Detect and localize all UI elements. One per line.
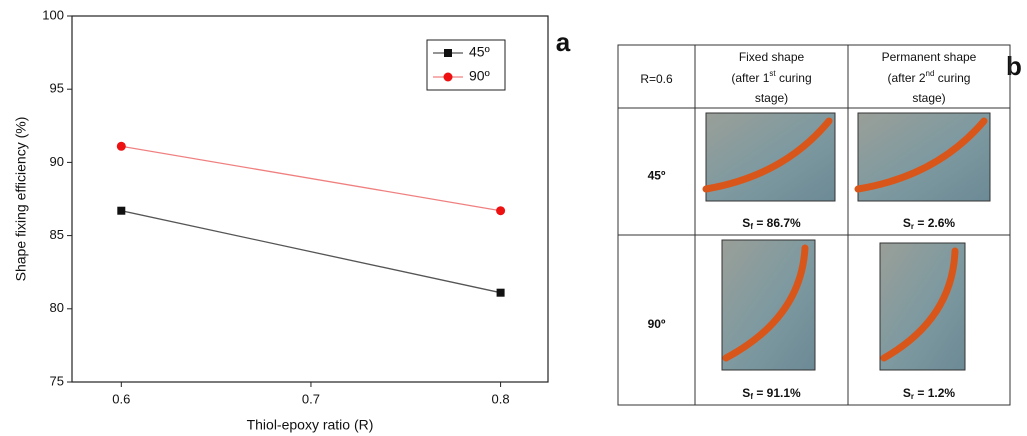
text-part: S [903,386,911,400]
photo-sample [880,247,959,362]
x-tick-label: 0.8 [492,391,510,406]
x-tick-label: 0.6 [112,391,130,406]
photo-sample [722,244,809,362]
superscript: nd [926,69,935,78]
text-part: = 1.2% [914,386,955,400]
caption: Sr = 1.2% [903,386,955,401]
photo-sample [702,117,833,193]
marker [117,206,126,215]
column-subtitle: (after 1st curing [731,69,811,85]
table-frame [617,44,1011,406]
text-part: (after 1 [731,71,769,85]
legend-marker [443,72,453,82]
marker [116,141,126,151]
photo-sample [854,117,988,193]
row-label: 45º [648,169,666,183]
legend-label: 90º [469,68,490,84]
text-part: = 2.6% [914,216,955,230]
subscript: f [750,392,753,401]
y-axis-label: Shape fixing efficiency (%) [13,117,29,282]
series-line [121,145,501,212]
y-tick-label: 85 [50,227,64,242]
column-subtitle: stage) [755,91,788,105]
plot-frame [71,15,549,383]
series-line [121,210,501,294]
text-part: S [742,216,750,230]
y-tick-label: 75 [50,373,64,388]
legend-box [426,39,506,91]
y-tick-label: 95 [50,81,64,96]
text-part: = 86.7% [753,216,801,230]
column-title: Permanent shape [882,50,977,64]
text-part: curing [934,71,970,85]
text-part: S [742,386,750,400]
marker [496,288,505,297]
caption: Sf = 91.1% [742,386,801,401]
y-tick-label: 80 [50,300,64,315]
panel-label: a [556,27,571,57]
x-axis-label: Thiol-epoxy ratio (R) [247,417,374,433]
text-part: S [903,216,911,230]
marker [496,206,506,216]
subscript: r [911,222,914,231]
text-part: curing [776,71,812,85]
caption: Sf = 86.7% [742,216,801,231]
legend-label: 45º [469,44,490,60]
column-subtitle: stage) [912,91,945,105]
column-title: Fixed shape [739,50,805,64]
legend-marker [444,49,452,57]
column-subtitle: (after 2nd curing [888,69,971,85]
subscript: f [750,222,753,231]
row-label: 90º [648,317,666,331]
table-corner: R=0.6 [640,72,673,86]
text-part: = 91.1% [753,386,801,400]
superscript: st [769,69,776,78]
caption: Sr = 2.6% [903,216,955,231]
subscript: r [911,392,914,401]
y-tick-label: 100 [42,7,64,22]
text-part: (after 2 [888,71,926,85]
x-tick-label: 0.7 [302,391,320,406]
y-tick-label: 90 [50,154,64,169]
panel-label: b [1006,51,1022,81]
